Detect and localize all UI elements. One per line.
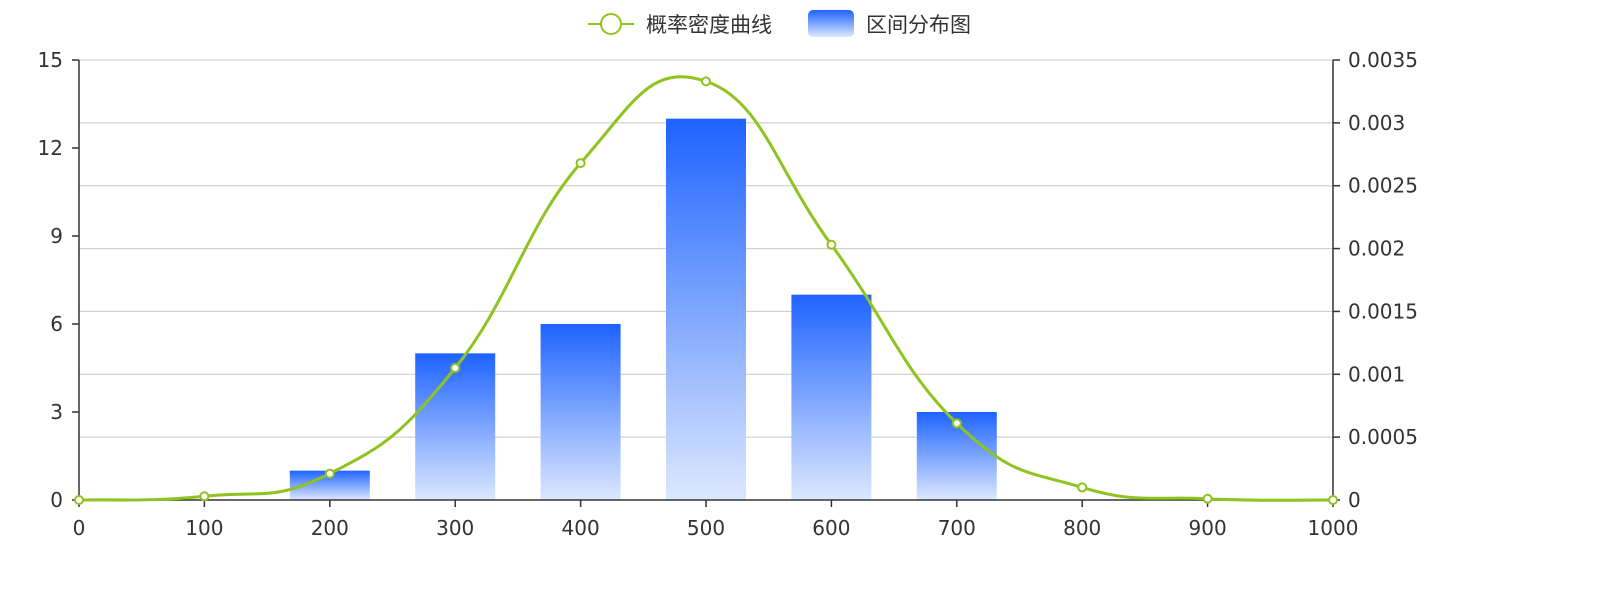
legend-line-marker (600, 13, 622, 35)
bar[interactable] (540, 324, 621, 500)
legend-label-bar: 区间分布图 (866, 13, 971, 37)
density-point[interactable] (199, 491, 210, 502)
density-point[interactable] (1202, 493, 1213, 504)
y-left-tick-label: 6 (50, 312, 63, 336)
x-tick-label: 1000 (1308, 516, 1359, 540)
density-point[interactable] (74, 495, 84, 505)
x-tick-label: 700 (938, 516, 976, 540)
y-left-tick-label: 9 (50, 224, 63, 248)
y-right-tick-label: 0.0035 (1348, 48, 1418, 72)
x-tick-label: 200 (311, 516, 349, 540)
x-tick-label: 400 (562, 516, 600, 540)
bar[interactable] (791, 294, 872, 500)
legend: 概率密度曲线 区间分布图 (588, 10, 971, 37)
bar[interactable] (415, 353, 496, 500)
x-tick-label: 0 (73, 516, 86, 540)
y-left-tick-label: 3 (50, 400, 63, 424)
y-left-tick-label: 15 (38, 48, 63, 72)
x-tick-label: 900 (1189, 516, 1227, 540)
x-tick-label: 600 (812, 516, 850, 540)
y-right-tick-label: 0.003 (1348, 111, 1405, 135)
x-tick-label: 800 (1063, 516, 1101, 540)
density-point[interactable] (1328, 495, 1338, 505)
density-point[interactable] (324, 468, 335, 479)
density-point[interactable] (575, 158, 586, 169)
x-tick-label: 300 (436, 516, 474, 540)
y-left-tick-label: 0 (50, 488, 63, 512)
y-right-tick-label: 0 (1348, 488, 1361, 512)
legend-item-bar[interactable]: 区间分布图 (808, 10, 971, 37)
y-right-tick-label: 0.0015 (1348, 299, 1418, 323)
y-right-tick-label: 0.0005 (1348, 425, 1418, 449)
density-point[interactable] (951, 418, 962, 429)
axes: 0 3 6 9 12 15 0 0.0005 0.001 0.0015 0.002 0.0025 0.0… (38, 48, 1418, 540)
y-right-tick-label: 0.0025 (1348, 174, 1418, 198)
density-point[interactable] (1077, 482, 1088, 493)
bar[interactable] (666, 118, 746, 501)
y-right-tick-label: 0.001 (1348, 362, 1405, 386)
legend-item-line[interactable]: 概率密度曲线 (588, 13, 772, 37)
y-right-tick-label: 0.002 (1348, 237, 1405, 261)
x-tick-label: 500 (687, 516, 725, 540)
bar-series (289, 118, 997, 501)
legend-label-line: 概率密度曲线 (646, 13, 772, 37)
density-point[interactable] (450, 363, 461, 373)
y-left-tick-label: 12 (38, 136, 63, 160)
x-tick-label: 100 (185, 516, 223, 540)
density-line-series (74, 75, 1338, 505)
density-point[interactable] (826, 239, 837, 250)
legend-bar-swatch (808, 10, 854, 37)
density-point[interactable] (701, 76, 711, 87)
